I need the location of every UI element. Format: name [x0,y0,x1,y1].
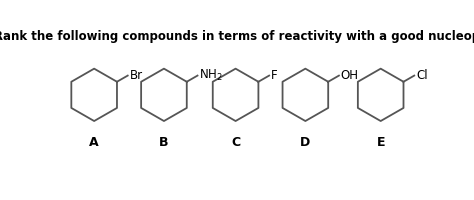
Text: NH$_2$: NH$_2$ [200,68,223,83]
Text: 3. Rank the following compounds in terms of reactivity with a good nucleophile.: 3. Rank the following compounds in terms… [0,30,474,43]
Text: E: E [376,136,385,149]
Text: D: D [300,136,310,149]
Text: Br: Br [129,69,143,82]
Text: B: B [159,136,169,149]
Text: Cl: Cl [416,69,428,82]
Text: F: F [271,69,278,82]
Text: OH: OH [341,69,359,82]
Text: A: A [89,136,99,149]
Text: C: C [231,136,240,149]
